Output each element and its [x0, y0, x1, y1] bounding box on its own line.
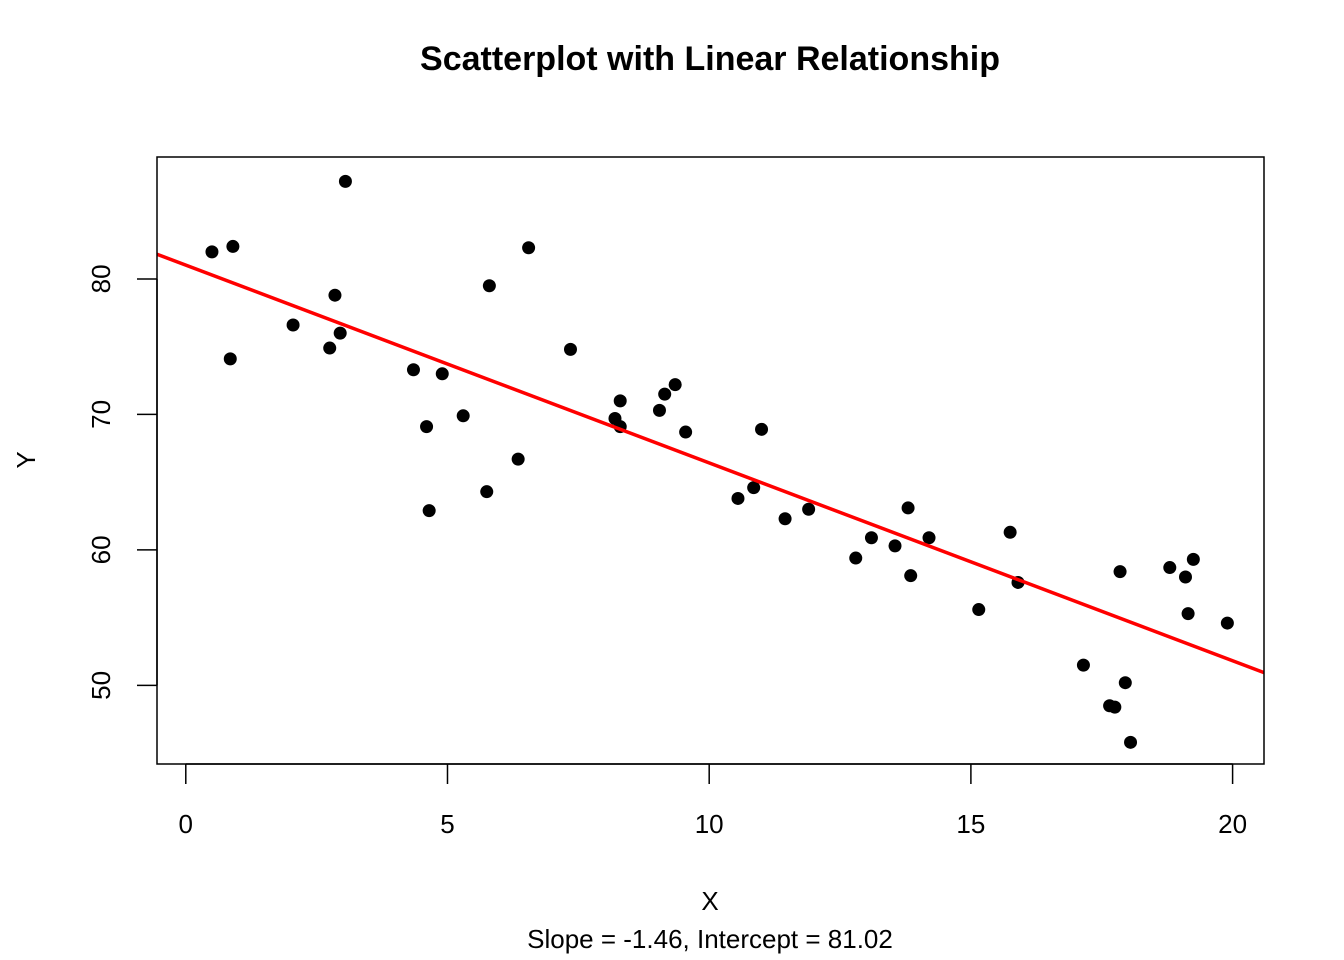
data-point [652, 403, 666, 417]
y-tick-label: 80 [86, 264, 116, 293]
data-point [679, 425, 693, 439]
chart-title: Scatterplot with Linear Relationship [420, 40, 1000, 78]
data-point [323, 341, 337, 355]
data-point [1178, 570, 1192, 584]
y-tick-label: 50 [86, 671, 116, 700]
x-axis-label: X [701, 886, 718, 916]
data-point [849, 551, 863, 565]
data-point [658, 387, 672, 401]
data-point [888, 539, 902, 553]
data-point [480, 485, 494, 499]
data-point [333, 326, 347, 340]
y-axis-label: Y [11, 451, 41, 468]
data-point [1181, 607, 1195, 621]
chart-subtitle: Slope = -1.46, Intercept = 81.02 [527, 924, 893, 954]
data-point [1124, 735, 1138, 749]
data-point [1108, 700, 1122, 714]
data-point [406, 363, 420, 377]
data-point [328, 288, 342, 302]
data-point [613, 394, 627, 408]
regression-line [157, 252, 1264, 675]
data-point [1118, 676, 1132, 690]
x-tick-label: 20 [1218, 809, 1247, 839]
data-point [747, 481, 761, 495]
data-point [435, 367, 449, 381]
data-point [802, 502, 816, 516]
data-point [223, 352, 237, 366]
data-point [338, 174, 352, 188]
data-point [731, 491, 745, 505]
data-point [1186, 552, 1200, 566]
data-point [286, 318, 300, 332]
data-point [1113, 565, 1127, 579]
data-point [778, 512, 792, 526]
data-point [1220, 616, 1234, 630]
data-point [755, 422, 769, 436]
data-point [420, 420, 434, 434]
data-point [1163, 561, 1177, 575]
data-point [922, 531, 936, 545]
data-point [422, 504, 436, 518]
data-point [1076, 658, 1090, 672]
plot-frame [156, 156, 1265, 765]
x-tick-label: 0 [179, 809, 193, 839]
data-point [563, 342, 577, 356]
data-point [1003, 525, 1017, 539]
data-point [511, 452, 525, 466]
data-point [456, 409, 470, 423]
x-tick-label: 10 [695, 809, 724, 839]
y-tick-label: 70 [86, 400, 116, 429]
data-point [522, 241, 536, 255]
data-point [226, 239, 240, 253]
data-point [901, 501, 915, 515]
data-point [972, 603, 986, 617]
x-tick-label: 15 [956, 809, 985, 839]
y-tick-label: 60 [86, 535, 116, 564]
data-point [864, 531, 878, 545]
y-axis: 50 60 70 80 [86, 264, 158, 700]
x-axis: 0 5 10 15 20 [179, 763, 1247, 839]
data-point [904, 569, 918, 583]
data-point [205, 245, 219, 259]
data-point [668, 378, 682, 392]
x-tick-label: 5 [440, 809, 454, 839]
data-point [482, 279, 496, 293]
